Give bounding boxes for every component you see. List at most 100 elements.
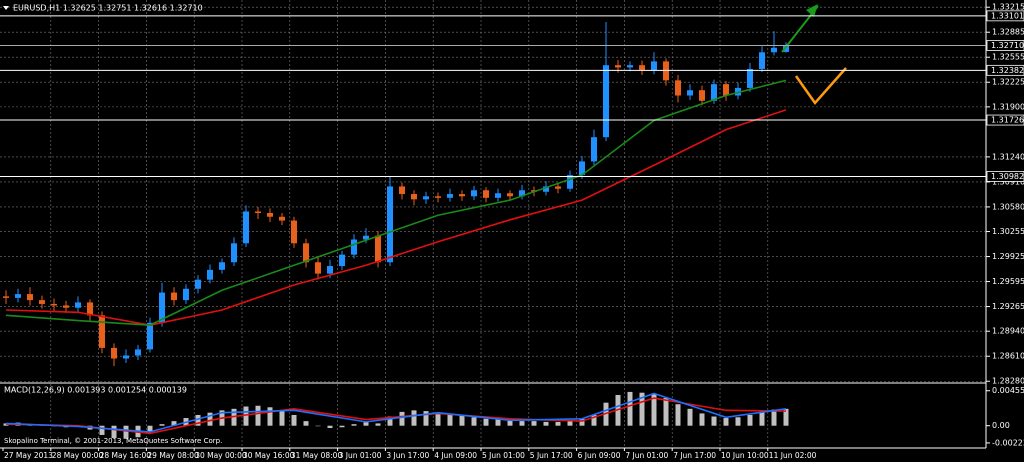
price-level-box bbox=[986, 114, 1024, 126]
macd-bar bbox=[543, 421, 549, 426]
macd-bar bbox=[267, 407, 273, 426]
candle-body bbox=[591, 137, 597, 162]
macd-bar bbox=[399, 411, 405, 426]
candle-body bbox=[555, 186, 561, 189]
candle-body bbox=[291, 220, 297, 244]
candle-body bbox=[75, 302, 81, 308]
candle-body bbox=[15, 294, 21, 298]
candle-body bbox=[207, 269, 213, 280]
copyright: Skopalino Terminal, © 2001-2013, MetaQuo… bbox=[4, 437, 222, 445]
macd-bar bbox=[303, 421, 309, 426]
price-level-label: 1.31726 bbox=[991, 116, 1024, 125]
macd-bar bbox=[531, 421, 537, 426]
macd-bar bbox=[99, 425, 105, 435]
y-tick-label: 1.30910 bbox=[992, 177, 1024, 186]
macd-bar bbox=[111, 425, 117, 439]
y-tick-label: 1.32555 bbox=[992, 53, 1024, 62]
macd-bar bbox=[627, 391, 633, 426]
candle-body bbox=[663, 61, 669, 81]
candle-body bbox=[759, 52, 765, 69]
candle-body bbox=[567, 175, 573, 189]
candle-body bbox=[423, 196, 429, 200]
x-tick-label: 28 May 16:00 bbox=[100, 451, 152, 460]
candle-body bbox=[279, 216, 285, 221]
y-tick-label: 1.33215 bbox=[992, 3, 1024, 12]
x-tick-label: 6 Jun 09:00 bbox=[578, 451, 621, 460]
chart-title: EURUSD,H1 1.32625 1.32751 1.32616 1.3271… bbox=[13, 4, 203, 13]
forecast-arrowhead bbox=[806, 4, 818, 17]
price-level-label: 1.32710 bbox=[991, 41, 1024, 50]
macd-bar bbox=[447, 414, 453, 426]
candle-body bbox=[783, 45, 789, 52]
y-tick-label: 1.31240 bbox=[992, 152, 1024, 161]
macd-bar bbox=[747, 414, 753, 426]
candle-body bbox=[519, 190, 525, 197]
macd-bar bbox=[147, 425, 153, 432]
price-level-box bbox=[986, 40, 1024, 51]
x-tick-label: 28 May 00:00 bbox=[52, 451, 104, 460]
y-tick-label: 1.29595 bbox=[992, 277, 1024, 286]
x-tick-label: 11 Jun 02:00 bbox=[769, 451, 817, 460]
candle-body bbox=[27, 294, 33, 301]
candle-body bbox=[183, 288, 189, 301]
candle-body bbox=[135, 349, 141, 356]
candle-body bbox=[171, 292, 177, 301]
macd-bar bbox=[723, 418, 729, 426]
y-tick-label: 1.31900 bbox=[992, 102, 1024, 111]
candle-body bbox=[579, 161, 585, 176]
x-tick-label: 27 May 2013 bbox=[4, 451, 53, 460]
candle-body bbox=[327, 266, 333, 274]
macd-bar bbox=[495, 419, 501, 426]
candle-body bbox=[699, 90, 705, 101]
candle-body bbox=[363, 235, 369, 240]
price-level-box bbox=[986, 10, 1024, 22]
macd-title: MACD(12,26,9) 0.001393 0.001254 0.000139 bbox=[4, 386, 187, 395]
y-tick-label: 1.30580 bbox=[992, 202, 1024, 211]
y-tick-label: 1.32885 bbox=[992, 28, 1024, 37]
candle-body bbox=[411, 194, 417, 200]
x-tick-label: 30 May 00:00 bbox=[195, 451, 247, 460]
macd-bar bbox=[243, 406, 249, 426]
x-tick-label: 5 Jun 01:00 bbox=[482, 451, 525, 460]
macd-bar bbox=[159, 424, 165, 426]
macd-bar bbox=[351, 424, 357, 426]
candle-body bbox=[147, 322, 153, 350]
candle-body bbox=[339, 254, 345, 267]
candle-body bbox=[267, 212, 273, 217]
x-tick-label: 4 Jun 09:00 bbox=[434, 451, 477, 460]
macd-bar bbox=[423, 411, 429, 426]
macd-bar bbox=[663, 398, 669, 426]
y-tick-label: 0.004554 bbox=[992, 386, 1024, 395]
macd-bar bbox=[435, 412, 441, 426]
candle-body bbox=[495, 193, 501, 198]
macd-bar bbox=[255, 405, 261, 426]
candle-body bbox=[447, 194, 453, 198]
candle-body bbox=[639, 65, 645, 71]
candle-body bbox=[39, 300, 45, 304]
macd-bar bbox=[759, 411, 765, 426]
candle-body bbox=[123, 355, 129, 359]
price-level-box bbox=[986, 171, 1024, 182]
candle-body bbox=[747, 68, 753, 88]
price-level-label: 1.33101 bbox=[991, 11, 1024, 20]
macd-bar bbox=[207, 412, 213, 426]
candle-body bbox=[63, 305, 69, 308]
macd-bar bbox=[375, 423, 381, 426]
macd-bar bbox=[279, 410, 285, 426]
macd-bar bbox=[507, 420, 513, 426]
candle-body bbox=[675, 80, 681, 96]
candle-body bbox=[3, 296, 9, 298]
candle-body bbox=[315, 262, 321, 274]
candle-body bbox=[711, 84, 717, 101]
candle-body bbox=[471, 190, 477, 197]
candle-body bbox=[195, 279, 201, 289]
macd-bar bbox=[339, 425, 345, 428]
y-tick-label: 1.29265 bbox=[992, 302, 1024, 311]
price-level-label: 1.30982 bbox=[991, 172, 1024, 181]
macd-bar bbox=[459, 415, 465, 426]
candle-body bbox=[543, 186, 549, 192]
price-level-box bbox=[986, 64, 1024, 76]
y-tick-label: 1.32225 bbox=[992, 78, 1024, 87]
y-tick-label: -0.002239 bbox=[992, 438, 1024, 447]
